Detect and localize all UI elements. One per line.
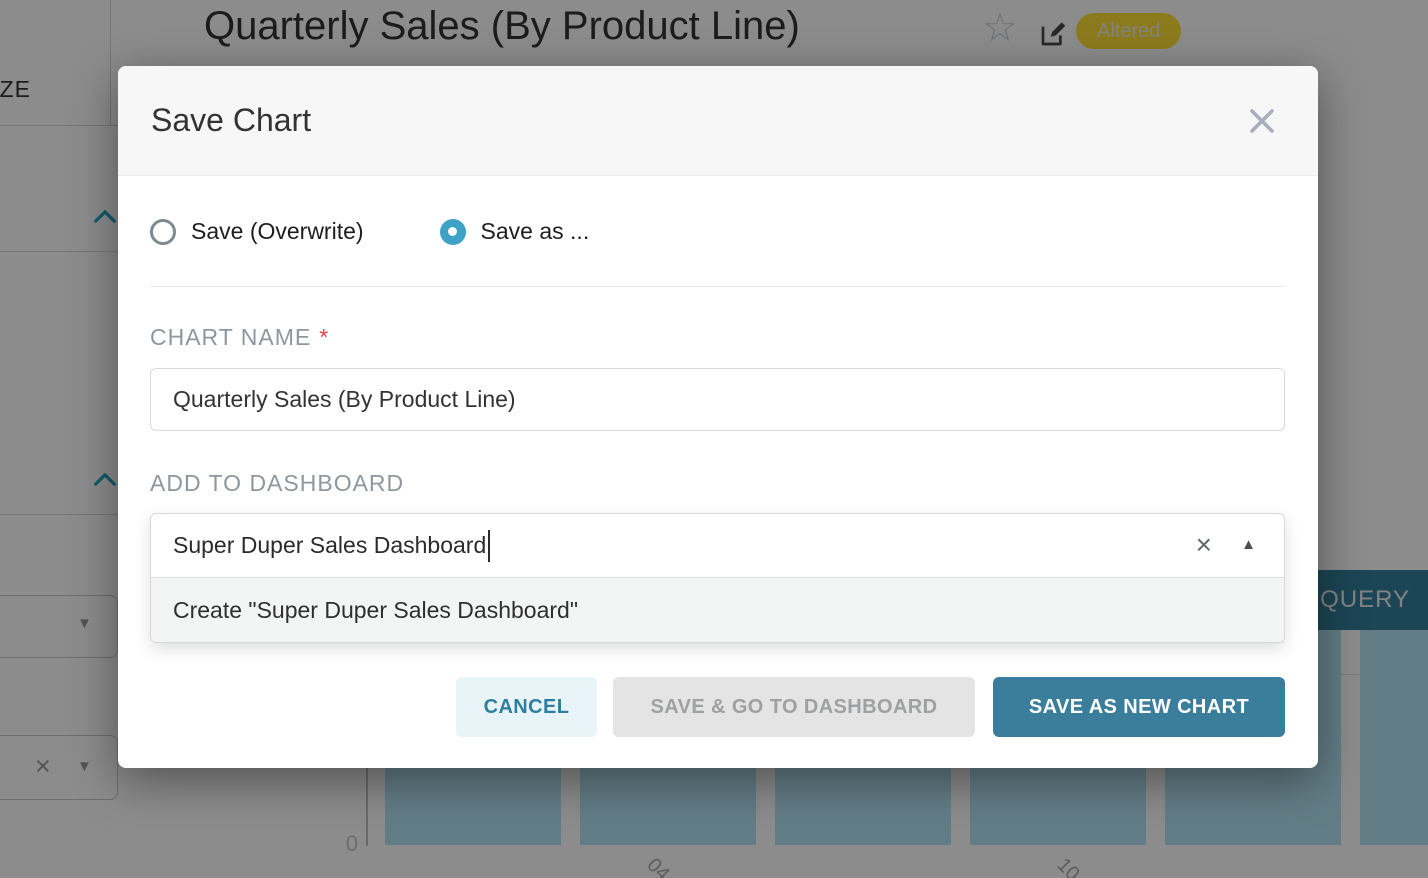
dashboard-combobox: Super Duper Sales Dashboard × ▲ Create "…: [150, 513, 1285, 643]
section-collapse-chevron-up-icon[interactable]: [93, 473, 117, 486]
radio-save-as-label[interactable]: Save as ...: [480, 218, 590, 244]
save-mode-radio-group: Save (Overwrite) Save as ...: [150, 218, 589, 245]
radio-save-overwrite-label[interactable]: Save (Overwrite): [191, 218, 364, 244]
caret-up-icon[interactable]: ▲: [1241, 536, 1256, 553]
chart-name-label-text: CHART NAME: [150, 324, 312, 350]
tab-divider: [110, 0, 111, 126]
dashboard-input[interactable]: Super Duper Sales Dashboard × ▲: [151, 514, 1284, 577]
chart-name-label: CHART NAME *: [150, 324, 329, 351]
divider: [0, 251, 119, 252]
page-title: Quarterly Sales (By Product Line): [204, 4, 800, 48]
save-chart-modal: Save Chart Save (Overwrite) Save as ... …: [118, 66, 1318, 768]
radio-save-as[interactable]: [439, 218, 466, 245]
save-as-new-chart-button[interactable]: SAVE AS NEW CHART: [993, 677, 1285, 737]
control-select[interactable]: [0, 595, 118, 658]
bar: [1360, 610, 1428, 845]
create-dashboard-option[interactable]: Create "Super Duper Sales Dashboard": [173, 596, 578, 623]
y-axis-tick-label: 0: [345, 831, 358, 856]
divider: [0, 125, 119, 126]
required-asterisk: *: [319, 324, 330, 350]
add-to-dashboard-label: ADD TO DASHBOARD: [150, 470, 405, 496]
divider: [150, 286, 1285, 287]
chart-name-input[interactable]: [150, 368, 1285, 431]
clear-icon[interactable]: ×: [1195, 529, 1212, 560]
altered-badge: Altered: [1076, 13, 1182, 49]
section-collapse-chevron-up-icon[interactable]: [93, 210, 117, 223]
tab-customize[interactable]: CUSTOMIZE: [0, 76, 32, 102]
save-and-go-to-dashboard-button[interactable]: SAVE & GO TO DASHBOARD: [613, 677, 975, 737]
dashboard-dropdown: Create "Super Duper Sales Dashboard": [151, 577, 1284, 642]
caret-down-icon[interactable]: ▼: [77, 615, 92, 632]
divider: [0, 514, 119, 515]
modal-title: Save Chart: [151, 102, 312, 138]
control-select[interactable]: [0, 735, 118, 800]
modal-header: Save Chart: [118, 66, 1318, 176]
y-axis-line: [366, 700, 368, 846]
text-cursor: [488, 529, 491, 562]
cancel-button[interactable]: CANCEL: [456, 677, 597, 737]
close-icon[interactable]: [1248, 107, 1276, 135]
caret-down-icon[interactable]: ▼: [77, 758, 92, 775]
clear-icon[interactable]: ×: [35, 751, 51, 781]
edit-title-icon[interactable]: [1037, 18, 1069, 50]
dashboard-input-value: Super Duper Sales Dashboard: [173, 532, 487, 558]
favorite-star-icon[interactable]: ☆: [982, 6, 1018, 50]
radio-save-overwrite[interactable]: [150, 218, 176, 245]
